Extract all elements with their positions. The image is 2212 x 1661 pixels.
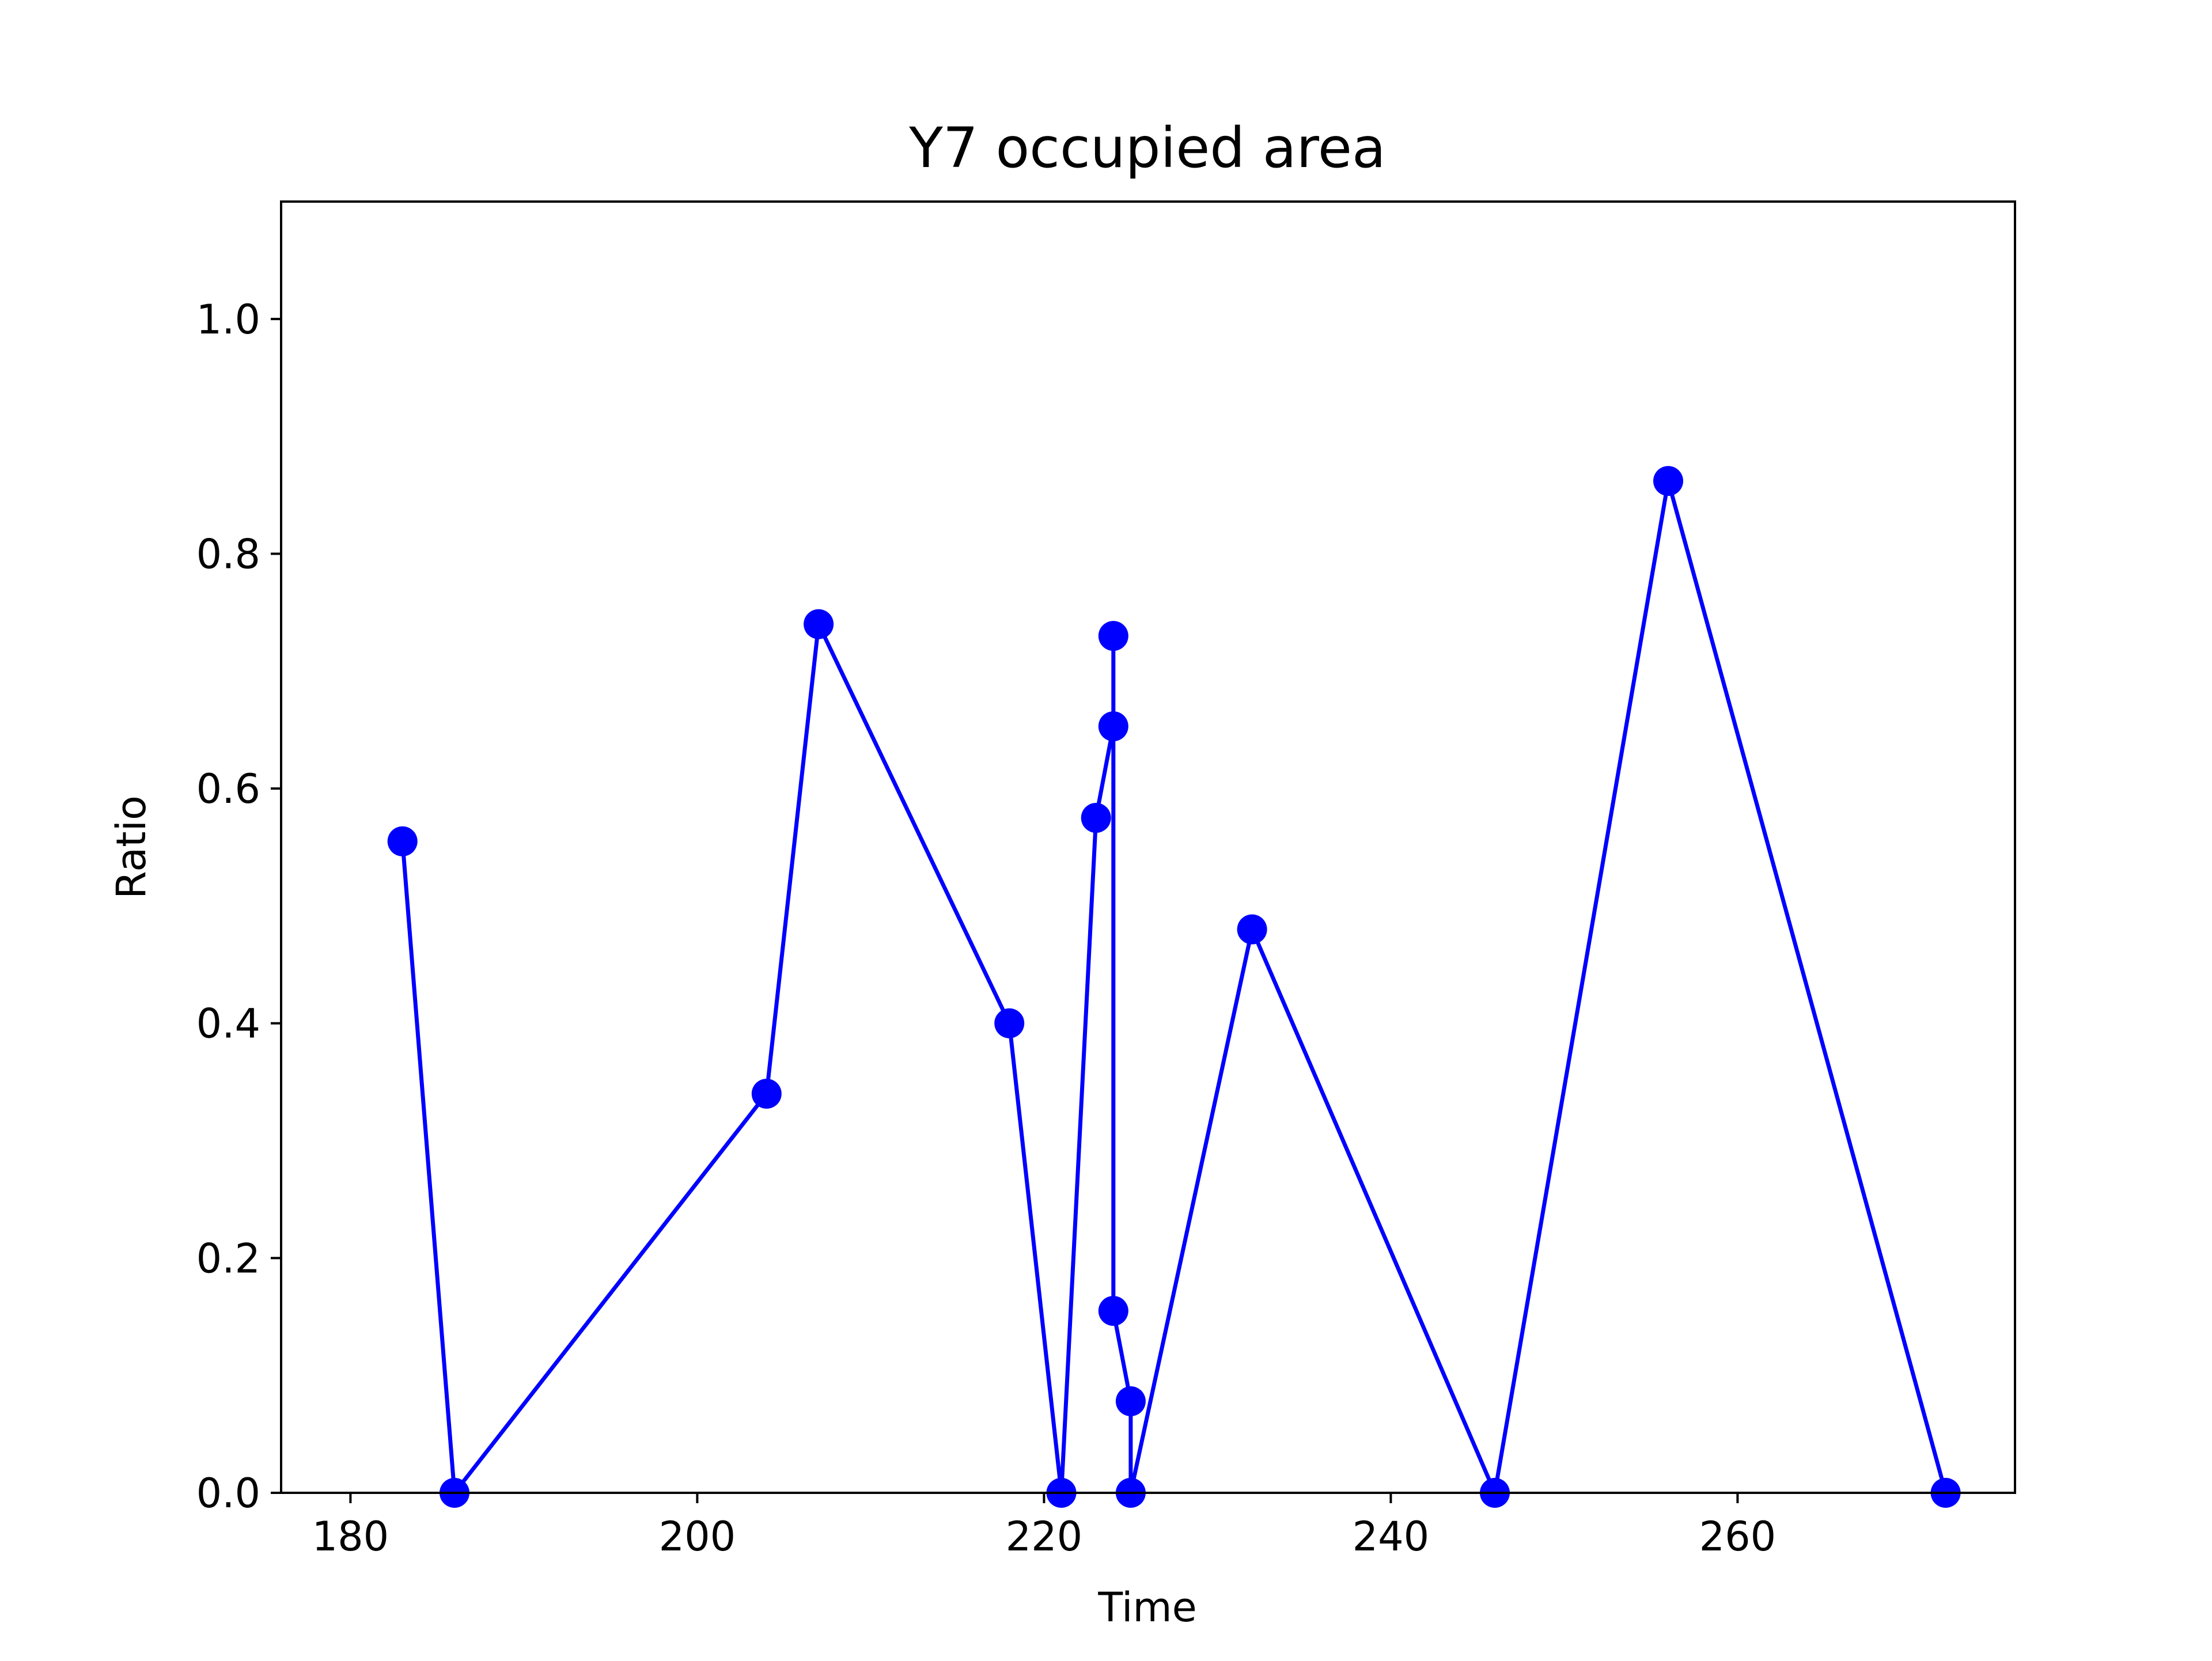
data-point xyxy=(1115,1386,1146,1417)
x-tick-label: 260 xyxy=(1699,1513,1777,1560)
data-point xyxy=(1237,914,1267,945)
data-point xyxy=(1098,621,1128,651)
chart-title: Y7 occupied area xyxy=(908,116,1386,180)
y-tick-label: 1.0 xyxy=(196,296,260,343)
y-tick-label: 0.4 xyxy=(196,1000,260,1048)
plot-frame xyxy=(280,200,2016,1494)
data-point xyxy=(387,826,418,856)
data-point xyxy=(1081,803,1111,833)
y-tick-label: 0.8 xyxy=(196,530,260,578)
data-point xyxy=(1653,466,1683,496)
series-line xyxy=(400,479,1948,1495)
y-axis-ticks: 0.0 0.2 0.4 0.6 0.8 1.0 xyxy=(196,296,281,1517)
data-point xyxy=(1098,1296,1128,1326)
data-point xyxy=(1098,711,1128,742)
y-axis-label: Ratio xyxy=(108,795,155,899)
x-axis-label: Time xyxy=(1097,1584,1196,1631)
y-tick-label: 0.6 xyxy=(196,765,260,813)
y-tick-label: 0.2 xyxy=(196,1235,260,1282)
x-tick-label: 180 xyxy=(312,1513,389,1560)
x-tick-label: 200 xyxy=(659,1513,736,1560)
data-point xyxy=(994,1008,1025,1038)
data-point xyxy=(751,1079,782,1109)
y-tick-label: 0.0 xyxy=(196,1470,260,1517)
data-point xyxy=(804,609,834,639)
x-tick-label: 220 xyxy=(1006,1513,1083,1560)
x-tick-label: 240 xyxy=(1353,1513,1430,1560)
x-axis-ticks: 180 200 220 240 260 xyxy=(312,1493,1777,1560)
